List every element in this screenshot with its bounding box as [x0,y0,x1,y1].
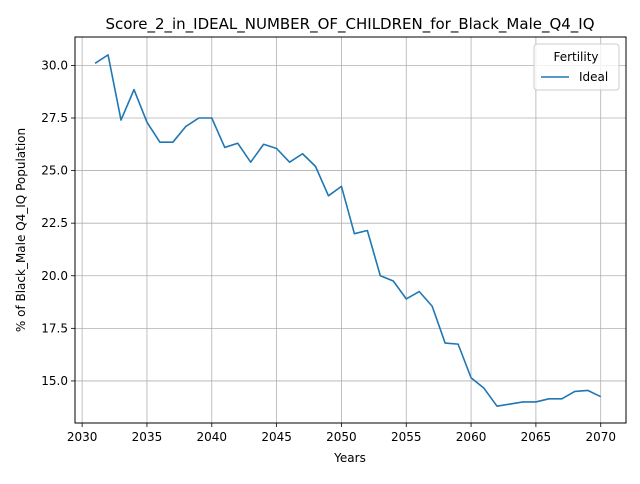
x-tick-label: 2030 [67,430,98,444]
y-tick-label: 20.0 [41,269,68,283]
y-tick-label: 17.5 [41,321,68,335]
x-tick-label: 2060 [456,430,487,444]
y-tick-label: 15.0 [41,374,68,388]
x-tick-label: 2065 [521,430,552,444]
y-axis-label: % of Black_Male Q4_IQ Population [14,128,28,332]
legend: Fertility Ideal [534,44,619,90]
x-tick-label: 2040 [197,430,228,444]
x-tick-label: 2070 [585,430,616,444]
x-tick-label: 2055 [391,430,422,444]
y-tick-label: 30.0 [41,58,68,72]
x-tick-label: 2050 [326,430,357,444]
legend-label-ideal: Ideal [579,70,608,84]
y-tick-label: 27.5 [41,111,68,125]
y-tick-label: 25.0 [41,164,68,178]
x-tick-label: 2045 [261,430,292,444]
chart-title: Score_2_in_IDEAL_NUMBER_OF_CHILDREN_for_… [105,15,594,34]
y-tick-label: 22.5 [41,216,68,230]
x-axis-label: Years [333,451,366,465]
x-tick-label: 2035 [132,430,163,444]
legend-title: Fertility [553,50,598,64]
